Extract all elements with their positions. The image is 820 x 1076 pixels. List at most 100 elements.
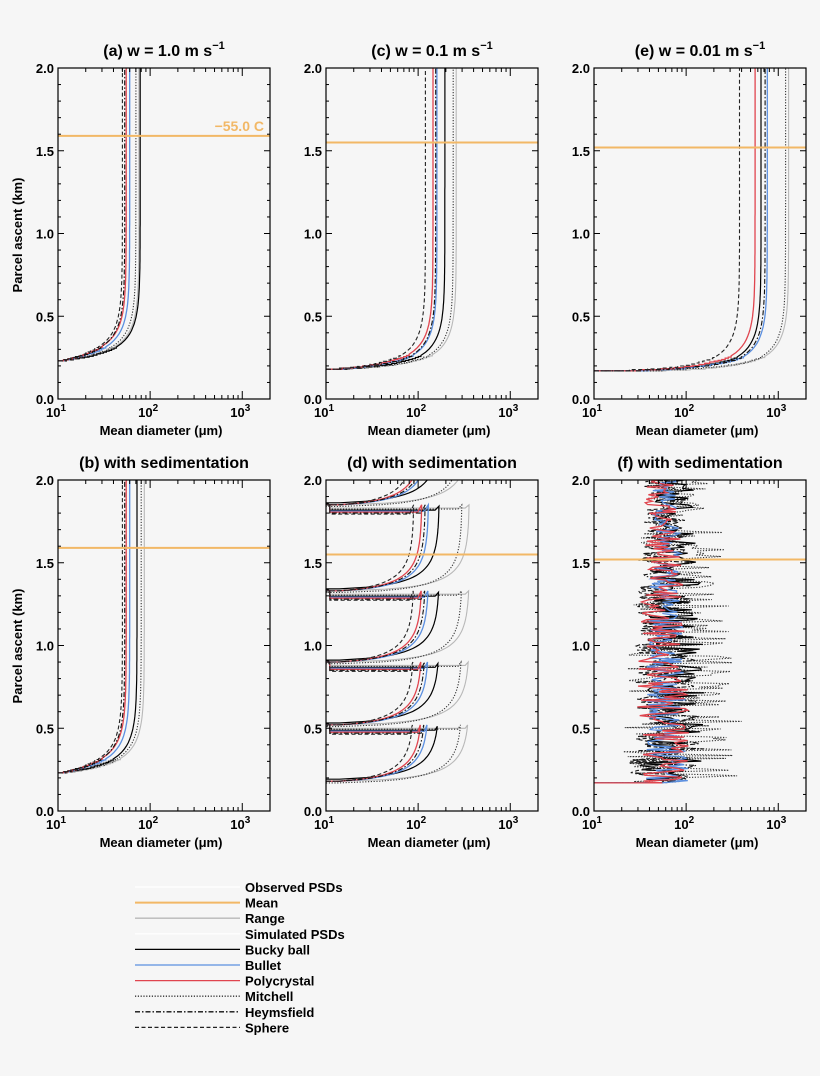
mitchell-curve-b [58,480,142,774]
panel-title-f: (f) with sedimentation [617,455,782,472]
x-axis-label-c: Mean diameter (μm) [368,423,491,438]
x-tick-exponent-d: 2 [421,815,427,826]
heymsfield-curve-e [594,68,766,372]
x-axis-label-suffix: m) [475,835,491,850]
legend-label: Polycrystal [245,974,314,989]
x-axis-label-f: Mean diameter (μm) [636,835,759,850]
sphere-curve-b [58,480,123,774]
legend-item-bullet: Bullet [135,958,282,973]
panel-c: (c) w = 0.1 m s−1 0.0 0.5 1.0 1.5 2.0 101 102 10… [304,40,539,438]
plot-area-b [58,480,145,774]
panel-title-e: (e) w = 0.01 m s−1 [635,40,765,60]
x-axis-label-e: Mean diameter (μm) [636,423,759,438]
legend-label: Mitchell [245,989,293,1004]
y-tick-label-f: 0.0 [572,804,590,819]
panels: (a) w = 1.0 m s−1 −55.0 C 0.0 0.5 1.0 1.5 2.0 1… [36,40,807,850]
y-tick-label-b: 1.0 [36,639,54,654]
bullet-curve-e [594,68,768,372]
axes-frame-c [325,67,539,400]
y-tick-label-d: 1.5 [304,556,322,571]
bullet-curve-d [326,480,429,782]
x-tick-exponent-e: 2 [689,403,695,414]
x-axis-label-suffix: m) [743,835,759,850]
x-axis-label-prefix: Mean diameter ( [368,835,468,850]
x-tick-exponent-b: 2 [153,815,159,826]
mitchell-curve-c [326,68,454,370]
plot-area-c [326,68,457,370]
panel-title-b: (b) with sedimentation [79,455,249,472]
x-tick-label-f: 102 [674,815,694,832]
heymsfield-curve-c [326,68,437,370]
legend-label: Heymsfield [245,1005,314,1020]
y-tick-label-e: 2.0 [572,61,590,76]
legend-label: Bucky ball [245,942,310,957]
y-tick-label-d: 2.0 [304,473,322,488]
legend-item-header: Simulated PSDs [135,927,345,942]
plot-area-e [594,68,790,372]
y-tick-label-c: 0.0 [304,392,322,407]
sphere-curve-c [326,68,426,370]
y-tick-label-f: 1.5 [572,556,590,571]
bucky-curve-e [594,68,762,372]
bullet-curve-b [58,480,131,774]
y-tick-label-a: 2.0 [36,61,54,76]
plot-area-f [594,480,742,784]
y-axis-label-bottom: Parcel ascent (km) [10,589,25,704]
mitchell-curve-a [58,68,137,362]
y-tick-label-c: 2.0 [304,61,322,76]
x-axis-label-d: Mean diameter (μm) [368,835,491,850]
x-tick-exponent-a: 2 [153,403,159,414]
panel-b: (b) with sedimentation 0.0 0.5 1.0 1.5 2.0 101… [36,455,271,850]
x-tick-exponent-e: 3 [781,403,787,414]
y-tick-label-a: 1.5 [36,144,54,159]
x-tick-label-b: 101 [46,815,66,832]
y-tick-label-a: 0.0 [36,392,54,407]
x-tick-label-b: 103 [230,815,250,832]
y-tick-label-f: 2.0 [572,473,590,488]
heymsfield-curve-b [58,480,126,774]
legend-label: Range [245,911,285,926]
plot-area-d [326,480,470,784]
x-tick-label-c: 102 [406,403,426,420]
x-tick-label-c: 103 [498,403,518,420]
mitchell-curve-f [594,480,742,784]
y-tick-label-a: 0.5 [36,309,54,324]
y-tick-label-d: 1.0 [304,639,322,654]
y-tick-label-e: 0.5 [572,309,590,324]
x-tick-exponent-d: 3 [513,815,519,826]
legend-item-heymsfield: Heymsfield [135,1005,314,1020]
x-tick-exponent-b: 3 [245,815,251,826]
heymsfield-curve-d [326,480,426,782]
x-tick-exponent-e: 1 [596,403,602,414]
poly-curve-b [58,480,127,774]
x-axis-label-mu: μ [467,423,475,438]
x-tick-exponent-d: 1 [328,815,334,826]
bullet-curve-c [326,68,438,370]
legend-label: Observed PSDs [245,880,343,895]
bullet-curve-a [58,68,131,362]
x-axis-label-prefix: Mean diameter ( [636,423,736,438]
legend-item-mitchell: Mitchell [135,989,293,1004]
sphere-curve-a [58,68,123,362]
legend-label: Simulated PSDs [245,927,345,942]
y-axis-label-top: Parcel ascent (km) [10,178,25,293]
x-axis-label-b: Mean diameter (μm) [100,835,223,850]
legend-item-bucky: Bucky ball [135,942,310,957]
x-axis-label-mu: μ [199,835,207,850]
x-axis-label-prefix: Mean diameter ( [100,835,200,850]
y-tick-label-b: 2.0 [36,473,54,488]
legend-item-poly: Polycrystal [135,974,314,989]
x-tick-label-d: 103 [498,815,518,832]
x-tick-label-e: 103 [766,403,786,420]
x-axis-label-prefix: Mean diameter ( [100,423,200,438]
range-curve-b [58,480,145,774]
plot-area-a [58,68,141,362]
legend-label: Mean [245,896,278,911]
x-tick-exponent-c: 2 [421,403,427,414]
bucky-curve-a [58,68,141,362]
sphere-curve-d [326,480,415,782]
x-axis-label-a: Mean diameter (μm) [100,423,223,438]
x-axis-label-prefix: Mean diameter ( [368,423,468,438]
